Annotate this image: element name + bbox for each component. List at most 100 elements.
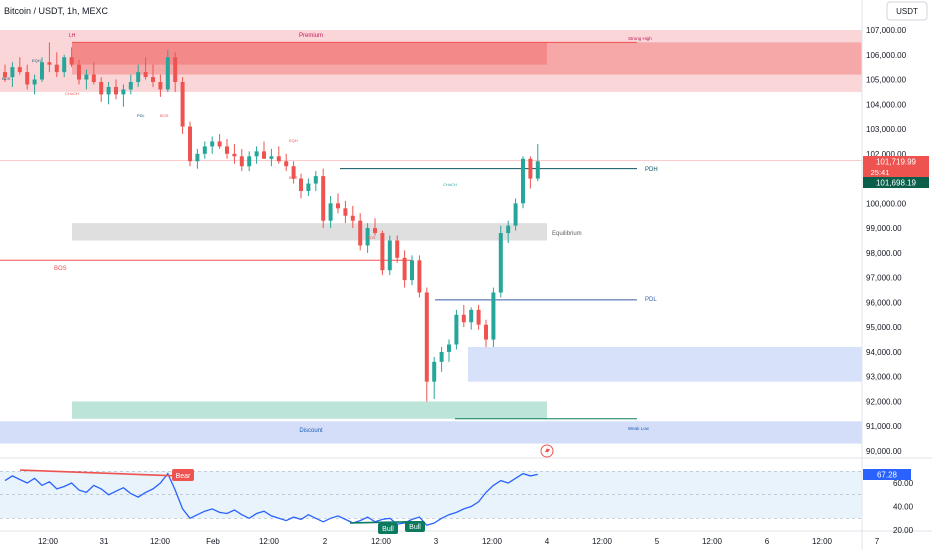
candle — [521, 156, 525, 209]
candle-body — [158, 82, 163, 90]
pdl-label: PDL — [645, 297, 657, 303]
candle-body — [484, 324, 488, 340]
candle-body — [380, 233, 385, 271]
candle — [498, 225, 503, 298]
candle-body — [121, 89, 126, 95]
candle-body — [439, 351, 444, 362]
candle — [225, 138, 229, 159]
rsi-axis[interactable]: 60.00 40.00 20.00 — [893, 479, 914, 535]
last-price-value: 101,719.99 — [876, 158, 917, 167]
candle — [336, 193, 340, 214]
candle — [328, 195, 333, 229]
time-tick-label: 12:00 — [371, 537, 392, 546]
candle-body — [447, 344, 451, 352]
candle-body — [410, 260, 414, 281]
structure-label: EQH — [289, 138, 298, 143]
price-tick-label: 103,000.00 — [866, 125, 907, 134]
svg-text:Bear: Bear — [176, 473, 191, 480]
rsi-bull-badge: Bull — [378, 523, 398, 534]
candle — [84, 69, 89, 90]
candle — [136, 64, 141, 87]
structure-label: CHoCH — [443, 182, 457, 187]
candle — [151, 64, 155, 87]
structure-label: BOS — [367, 235, 376, 240]
candle — [491, 287, 496, 347]
candle — [410, 255, 414, 286]
rsi-tick-label: 20.00 — [893, 526, 914, 535]
candle-body — [128, 82, 133, 90]
candle-body — [32, 79, 37, 85]
candle-body — [99, 82, 104, 95]
candle — [40, 57, 44, 83]
candle — [62, 54, 67, 78]
candle-body — [217, 141, 222, 147]
time-tick-label: 2 — [323, 537, 328, 546]
candle-body — [276, 156, 281, 162]
currency-button[interactable]: USDT — [886, 1, 928, 21]
price-tick-label: 97,000.00 — [866, 274, 902, 283]
secondary-price-value: 101,698.19 — [876, 179, 917, 188]
candle — [158, 74, 163, 97]
candle-body — [387, 240, 392, 271]
candle-body — [77, 64, 81, 80]
candle — [247, 151, 252, 172]
candle-body — [25, 72, 30, 85]
candle-body — [476, 309, 481, 325]
price-tick-label: 98,000.00 — [866, 249, 902, 258]
rsi-bear-badge: Bear — [172, 469, 194, 481]
candle — [106, 82, 111, 105]
candle-body — [173, 57, 178, 83]
candle-body — [350, 215, 355, 221]
price-axis[interactable]: 107,000.00 106,000.00 105,000.00 104,000.00… — [866, 26, 907, 456]
price-tick-label: 94,000.00 — [866, 348, 902, 357]
candle — [3, 64, 7, 83]
candle-body — [299, 178, 303, 191]
candle-body — [262, 151, 266, 159]
zone-equilibrium — [72, 223, 547, 241]
time-tick-label: 12:00 — [38, 537, 59, 546]
weak-low-label: Weak Low — [628, 426, 650, 431]
structure-label: BOS — [160, 113, 169, 118]
price-tick-label: 91,000.00 — [866, 422, 902, 431]
candle — [25, 64, 30, 90]
svg-text:Bull: Bull — [409, 524, 421, 531]
candle — [180, 77, 185, 135]
candle — [10, 62, 15, 87]
price-tick-label: 106,000.00 — [866, 51, 907, 60]
candle-body — [373, 228, 377, 234]
candle — [276, 146, 281, 164]
candle — [321, 168, 326, 229]
candle — [447, 339, 451, 362]
candle-body — [336, 203, 340, 209]
rsi-line — [4, 472, 538, 527]
candle — [350, 205, 355, 229]
candle — [387, 235, 392, 276]
alert-flash-icon[interactable] — [540, 444, 554, 458]
candle-body — [365, 228, 370, 246]
candle — [188, 121, 192, 167]
candle-body — [210, 141, 215, 147]
candle — [476, 304, 481, 330]
candle-body — [254, 151, 259, 157]
equilibrium-label: Equilibrium — [552, 231, 582, 237]
candle — [114, 79, 118, 100]
candle — [202, 141, 207, 159]
candle-body — [432, 361, 437, 382]
last-price-tag: 101,719.99 25:41 101,698.19 — [863, 156, 929, 188]
candle-body — [106, 86, 111, 95]
candle-body — [202, 146, 207, 154]
candle-body — [291, 166, 296, 179]
time-tick-label: 6 — [765, 537, 770, 546]
candle — [128, 74, 133, 95]
candle — [424, 287, 429, 402]
candle-body — [247, 156, 252, 167]
bar-countdown: 25:41 — [871, 168, 890, 177]
premium-label: Premium — [299, 33, 323, 39]
candle-body — [10, 67, 15, 78]
structure-label: BOS — [289, 175, 298, 180]
time-axis[interactable]: 12:00 31 12:00 Feb 12:00 2 12:00 3 12:00 4 12:00 5 1… — [38, 537, 880, 546]
discount-label: Discount — [299, 428, 323, 434]
candle-body — [498, 233, 503, 293]
candle-body — [513, 203, 518, 226]
